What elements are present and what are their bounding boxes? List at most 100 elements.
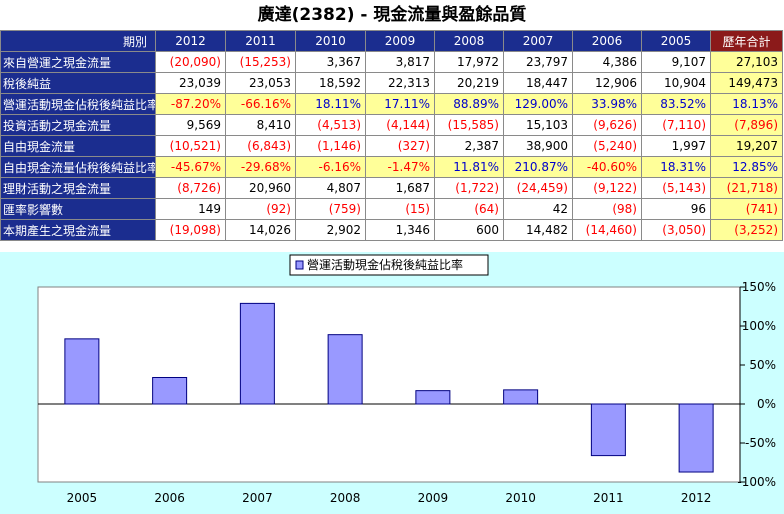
table-cell: (7,110)	[641, 114, 711, 136]
table-cell: (6,843)	[225, 135, 296, 157]
table-cell: 23,053	[225, 72, 296, 94]
total-cell: 19,207	[710, 135, 783, 157]
page-title: 廣達(2382) - 現金流量與盈餘品質	[257, 5, 527, 25]
table-cell: (759)	[295, 198, 366, 220]
table-cell: 18,592	[295, 72, 366, 94]
table-cell: (98)	[572, 198, 642, 220]
table-cell: (10,521)	[155, 135, 226, 157]
table-cell: 8,410	[225, 114, 296, 136]
year-header: 2009	[365, 30, 435, 52]
row-label: 自由現金流量	[0, 135, 156, 157]
legend-box	[289, 254, 489, 276]
bar	[415, 390, 451, 405]
row-label: 自由現金流量佔稅後純益比率	[0, 156, 156, 178]
table-cell: 9,107	[641, 51, 711, 73]
bar	[64, 338, 100, 405]
total-cell: 27,103	[710, 51, 783, 73]
table-cell: 10,904	[641, 72, 711, 94]
table-cell: (15)	[365, 198, 435, 220]
table-cell: 9,569	[155, 114, 226, 136]
table-cell: -87.20%	[155, 93, 226, 115]
table-cell: 17,972	[434, 51, 504, 73]
y-tick-label: -50%	[745, 436, 776, 450]
y-tick-label: 100%	[742, 319, 776, 333]
ratio-bar-chart: 營運活動現金佔稅後純益比率 150% 100% 50% 0% -50% -100% 2005 2…	[37, 254, 776, 505]
total-cell: (741)	[710, 198, 783, 220]
table-cell: (19,098)	[155, 219, 226, 241]
table-cell: (15,253)	[225, 51, 296, 73]
row-label: 本期產生之現金流量	[0, 219, 156, 241]
total-cell: (21,718)	[710, 177, 783, 199]
table-cell: (327)	[365, 135, 435, 157]
table-cell: 129.00%	[503, 93, 573, 115]
cashflow-table: 期別 2012 2011 2010 2009 2008 2007 2006 2005 歷年合計 …	[0, 30, 783, 241]
table-cell: (15,585)	[434, 114, 504, 136]
x-tick-label: 2011	[593, 491, 624, 505]
table-cell: 149	[155, 198, 226, 220]
table-cell: 600	[434, 219, 504, 241]
table-cell: 2,902	[295, 219, 366, 241]
table-cell: 1,997	[641, 135, 711, 157]
table-cell: 88.89%	[434, 93, 504, 115]
year-header: 2006	[572, 30, 642, 52]
bar	[152, 376, 188, 405]
row-label: 來自營運之現金流量	[0, 51, 156, 73]
year-header: 2011	[225, 30, 296, 52]
table-cell: 1,346	[365, 219, 435, 241]
year-header: 2008	[434, 30, 504, 52]
table-cell: 3,817	[365, 51, 435, 73]
table-cell: 18.31%	[641, 156, 711, 178]
table-row: 自由現金流量佔稅後純益比率 -45.67% -29.68% -6.16% -1.47% 1…	[0, 156, 783, 178]
table-cell: -45.67%	[155, 156, 226, 178]
table-cell: 23,797	[503, 51, 573, 73]
table-cell: -1.47%	[365, 156, 435, 178]
year-header: 2010	[295, 30, 366, 52]
table-cell: 23,039	[155, 72, 226, 94]
table-cell: 14,482	[503, 219, 573, 241]
x-tick-label: 2007	[242, 491, 273, 505]
total-header: 歷年合計	[710, 30, 783, 52]
table-cell: (5,240)	[572, 135, 642, 157]
table-row: 稅後純益 23,039 23,053 18,592 22,313 20,219 18,447…	[0, 72, 783, 94]
table-cell: 4,386	[572, 51, 642, 73]
table-cell: 20,219	[434, 72, 504, 94]
table-cell: (1,722)	[434, 177, 504, 199]
table-cell: 15,103	[503, 114, 573, 136]
row-label: 營運活動現金佔稅後純益比率	[0, 93, 156, 115]
table-cell: 20,960	[225, 177, 296, 199]
y-tick-label: 50%	[749, 358, 776, 372]
year-header: 2012	[155, 30, 226, 52]
table-cell: -66.16%	[225, 93, 296, 115]
table-row: 匯率影響數 149 (92) (759) (15) (64) 42 (98) 96 (741)	[0, 198, 783, 220]
total-cell: 18.13%	[710, 93, 783, 115]
table-cell: (4,513)	[295, 114, 366, 136]
table-cell: (1,146)	[295, 135, 366, 157]
bar	[327, 334, 363, 405]
table-cell: 210.87%	[503, 156, 573, 178]
row-label: 理財活動之現金流量	[0, 177, 156, 199]
total-cell: (3,252)	[710, 219, 783, 241]
year-header: 2007	[503, 30, 573, 52]
table-row: 理財活動之現金流量 (8,726) 20,960 4,807 1,687 (1,722)(…	[0, 177, 783, 199]
x-tick-label: 2008	[330, 491, 361, 505]
year-header: 2005	[641, 30, 711, 52]
period-header: 期別	[0, 30, 156, 52]
x-tick-label: 2012	[681, 491, 712, 505]
table-cell: -40.60%	[572, 156, 642, 178]
table-cell: 42	[503, 198, 573, 220]
table-cell: 1,687	[365, 177, 435, 199]
table-cell: -29.68%	[225, 156, 296, 178]
table-cell: (24,459)	[503, 177, 573, 199]
table-cell: (92)	[225, 198, 296, 220]
table-cell: (9,626)	[572, 114, 642, 136]
total-cell: 12.85%	[710, 156, 783, 178]
table-cell: (5,143)	[641, 177, 711, 199]
table-cell: (20,090)	[155, 51, 226, 73]
chart-area: 營運活動現金佔稅後純益比率 150% 100% 50% 0% -50% -100% 2005 2…	[0, 252, 784, 514]
table-cell: 33.98%	[572, 93, 642, 115]
table-cell: 18,447	[503, 72, 573, 94]
table-cell: 83.52%	[641, 93, 711, 115]
x-tick-label: 2006	[154, 491, 185, 505]
table-row: 營運活動現金佔稅後純益比率 -87.20% -66.16% 18.11% 17.11% 8…	[0, 93, 783, 115]
plot-area	[37, 286, 741, 483]
